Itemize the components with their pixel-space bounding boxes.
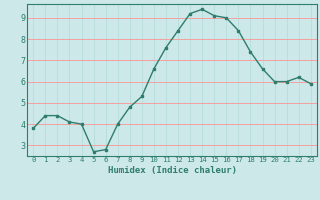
X-axis label: Humidex (Indice chaleur): Humidex (Indice chaleur) bbox=[108, 166, 236, 175]
